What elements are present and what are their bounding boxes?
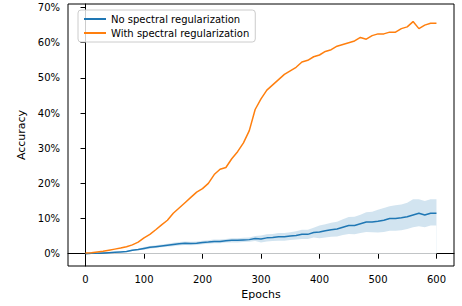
svg-text:60%: 60% — [38, 37, 60, 48]
svg-text:0%: 0% — [44, 248, 60, 259]
svg-text:70%: 70% — [38, 2, 60, 13]
svg-text:No spectral regularization: No spectral regularization — [111, 14, 240, 25]
svg-text:Accuracy: Accuracy — [15, 109, 28, 160]
svg-text:20%: 20% — [38, 178, 60, 189]
svg-text:40%: 40% — [38, 108, 60, 119]
svg-text:300: 300 — [251, 274, 270, 285]
svg-text:With spectral regularization: With spectral regularization — [111, 28, 249, 39]
svg-text:Epochs: Epochs — [241, 288, 281, 301]
svg-text:500: 500 — [368, 274, 387, 285]
svg-text:100: 100 — [134, 274, 153, 285]
svg-text:600: 600 — [427, 274, 446, 285]
svg-text:30%: 30% — [38, 143, 60, 154]
svg-text:400: 400 — [310, 274, 329, 285]
svg-text:200: 200 — [193, 274, 212, 285]
svg-text:0: 0 — [82, 274, 88, 285]
svg-text:10%: 10% — [38, 213, 60, 224]
svg-text:50%: 50% — [38, 72, 60, 83]
